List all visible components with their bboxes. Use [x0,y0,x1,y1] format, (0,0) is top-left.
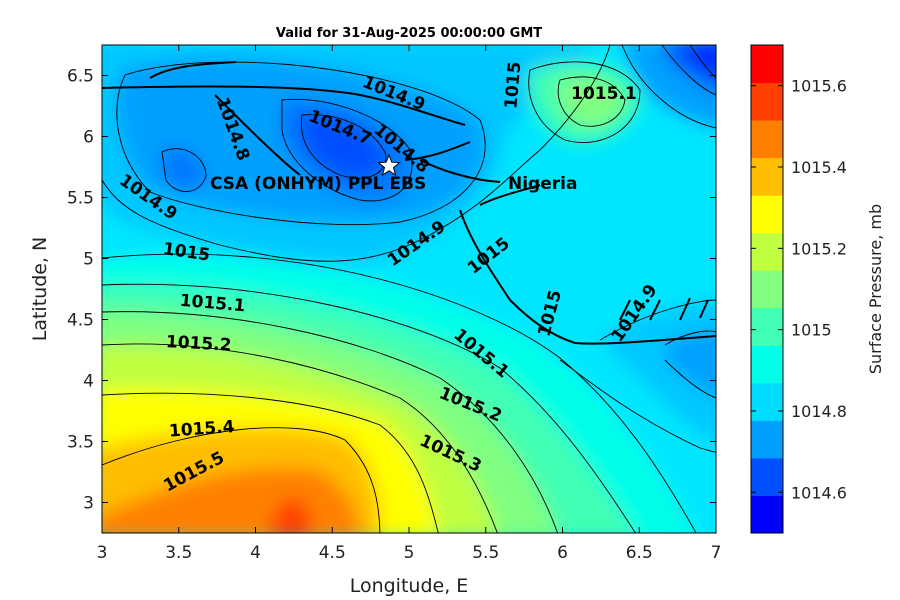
colorbar-segment [751,232,783,271]
y-tick-label: 5.5 [67,189,94,209]
contour-label: 1015 [501,61,525,110]
y-tick-label: 3 [83,494,94,514]
colorbar-segment [751,120,783,159]
colorbar-segment [751,495,783,534]
x-tick-label: 4 [250,543,261,563]
colorbar-segment [751,345,783,384]
colorbar-tick-label: 1014.8 [791,402,847,421]
x-tick-label: 5 [404,543,415,563]
contour-lines [102,45,716,533]
colorbar-segment [751,45,783,84]
x-tick-label: 3.5 [165,543,192,563]
y-tick-label: 5 [83,250,94,270]
colorbar-segment [751,270,783,309]
colorbar-frame [750,44,784,534]
x-tick-label: 6 [557,543,568,563]
site-label: CSA (ONHYM) PPL EBS [210,174,426,194]
y-tick-label: 4.5 [67,311,94,331]
x-axis-label: Longitude, E [350,575,469,597]
colorbar-ticks: 1014.6 1014.8 1015 1015.2 1015.4 1015.6 [751,77,847,502]
site-marker-star [377,153,401,177]
x-tick-label: 6.5 [626,543,653,563]
country-label: Nigeria [508,174,577,194]
x-axis-ticks: 3 3.5 4 4.5 5 5.5 6 6.5 7 [97,45,722,563]
colorbar [751,45,783,534]
colorbar-tick-label: 1015.4 [791,158,847,177]
y-tick-label: 6 [83,128,94,148]
colorbar-tick-label: 1015 [791,321,832,340]
y-axis-label: Latitude, N [29,237,51,342]
y-axis-ticks: 3 3.5 4 4.5 5 5.5 6 6.5 [67,67,716,514]
colorbar-tick-label: 1015.2 [791,239,847,258]
contour-label: 1015.4 [168,417,235,442]
x-tick-label: 5.5 [472,543,499,563]
colorbar-segment [751,307,783,346]
colorbar-segment [751,457,783,496]
contour-label: 1015.1 [571,84,637,104]
contour-label: 1015.2 [165,332,232,355]
x-tick-label: 4.5 [319,543,346,563]
x-tick-label: 3 [97,543,108,563]
y-tick-label: 6.5 [67,67,94,87]
chart-title: Valid for 31-Aug-2025 00:00:00 GMT [276,26,542,41]
colorbar-tick-label: 1014.6 [791,483,847,502]
colorbar-segment [751,157,783,196]
y-tick-label: 4 [83,372,94,392]
colorbar-segment [751,420,783,459]
contour-field [102,45,716,533]
coastline [102,61,716,345]
x-tick-label: 7 [711,543,722,563]
colorbar-segment [751,382,783,421]
colorbar-label: Surface Pressure, mb [866,204,885,374]
colorbar-segment [751,82,783,121]
y-tick-label: 3.5 [67,433,94,453]
colorbar-segment [751,195,783,234]
colorbar-tick-label: 1015.6 [791,77,847,96]
annotations: CSA (ONHYM) PPL EBS Nigeria [210,153,577,194]
